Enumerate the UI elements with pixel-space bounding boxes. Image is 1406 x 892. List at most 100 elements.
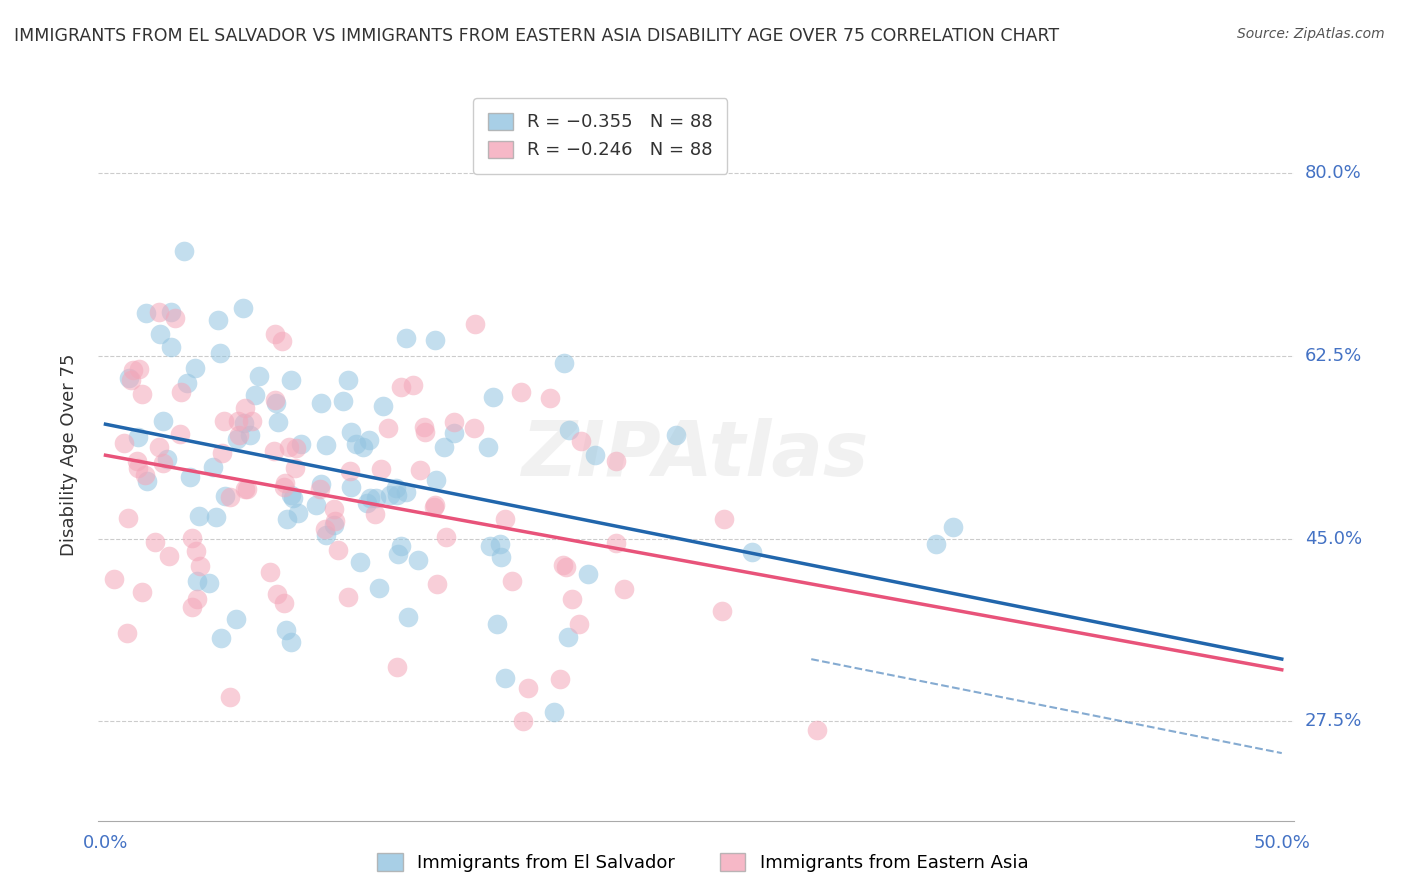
Point (406, 553, 429, 567)
Point (243, 388, 266, 402)
Point (512, 714, 534, 728)
Point (290, 436, 312, 450)
Point (425, 473, 447, 487)
Point (443, 416, 465, 430)
Point (188, 508, 211, 523)
Point (128, 362, 150, 376)
Point (117, 511, 139, 525)
Point (211, 446, 233, 460)
Point (548, 672, 571, 686)
Point (204, 509, 226, 524)
Point (613, 582, 636, 596)
Text: IMMIGRANTS FROM EL SALVADOR VS IMMIGRANTS FROM EASTERN ASIA DISABILITY AGE OVER : IMMIGRANTS FROM EL SALVADOR VS IMMIGRANT… (14, 27, 1059, 45)
Point (477, 440, 499, 454)
Point (409, 463, 432, 477)
Point (233, 482, 256, 496)
Point (314, 522, 336, 536)
Point (163, 310, 186, 325)
Point (225, 613, 247, 627)
Point (149, 327, 172, 342)
Point (568, 616, 591, 631)
Point (494, 671, 516, 685)
Point (349, 555, 371, 569)
Point (339, 464, 361, 478)
Point (423, 498, 446, 512)
Point (479, 539, 502, 553)
Point (665, 427, 688, 442)
Point (188, 559, 211, 574)
Point (489, 549, 512, 564)
Point (370, 462, 392, 476)
Point (569, 434, 592, 448)
Point (942, 519, 965, 533)
Point (356, 496, 378, 510)
Point (352, 440, 374, 454)
Point (280, 487, 302, 501)
Point (413, 420, 436, 434)
Point (159, 304, 181, 318)
Point (344, 437, 367, 451)
Point (186, 591, 208, 606)
Point (339, 425, 361, 439)
Point (426, 577, 449, 591)
Point (605, 536, 627, 550)
Point (169, 384, 191, 399)
Text: ZIPAtlas: ZIPAtlas (522, 418, 870, 491)
Point (371, 400, 394, 414)
Point (148, 305, 170, 319)
Point (464, 317, 486, 331)
Point (283, 491, 305, 505)
Point (259, 565, 281, 579)
Point (326, 542, 349, 557)
Point (169, 426, 191, 441)
Point (264, 395, 287, 409)
Point (277, 440, 299, 454)
Text: 27.5%: 27.5% (1305, 713, 1362, 731)
Point (509, 384, 531, 399)
Point (148, 440, 170, 454)
Point (583, 449, 606, 463)
Point (201, 459, 224, 474)
Point (276, 623, 298, 637)
Point (309, 477, 332, 491)
Point (543, 706, 565, 720)
Point (285, 441, 308, 455)
Point (186, 574, 208, 589)
Point (103, 572, 125, 586)
Point (488, 537, 510, 551)
Point (226, 432, 249, 446)
Point (561, 592, 583, 607)
Point (276, 512, 298, 526)
Point (925, 537, 948, 551)
Point (176, 376, 198, 390)
Point (118, 371, 141, 385)
Point (364, 508, 387, 522)
Point (359, 433, 381, 447)
Text: 80.0%: 80.0% (1305, 164, 1361, 182)
Point (122, 363, 145, 377)
Point (323, 502, 346, 516)
Point (239, 428, 262, 442)
Point (156, 452, 179, 467)
Point (423, 333, 446, 347)
Point (240, 414, 263, 428)
Point (233, 401, 256, 416)
Point (173, 244, 195, 258)
Point (209, 631, 232, 645)
Point (311, 396, 333, 410)
Point (553, 558, 575, 572)
Point (309, 483, 332, 497)
Point (127, 460, 149, 475)
Point (463, 421, 485, 435)
Point (160, 340, 183, 354)
Point (280, 634, 302, 648)
Point (367, 582, 389, 596)
Point (228, 428, 250, 442)
Point (280, 373, 302, 387)
Point (315, 528, 337, 542)
Point (395, 484, 418, 499)
Point (558, 423, 581, 437)
Point (207, 313, 229, 327)
Point (481, 390, 503, 404)
Point (125, 454, 148, 468)
